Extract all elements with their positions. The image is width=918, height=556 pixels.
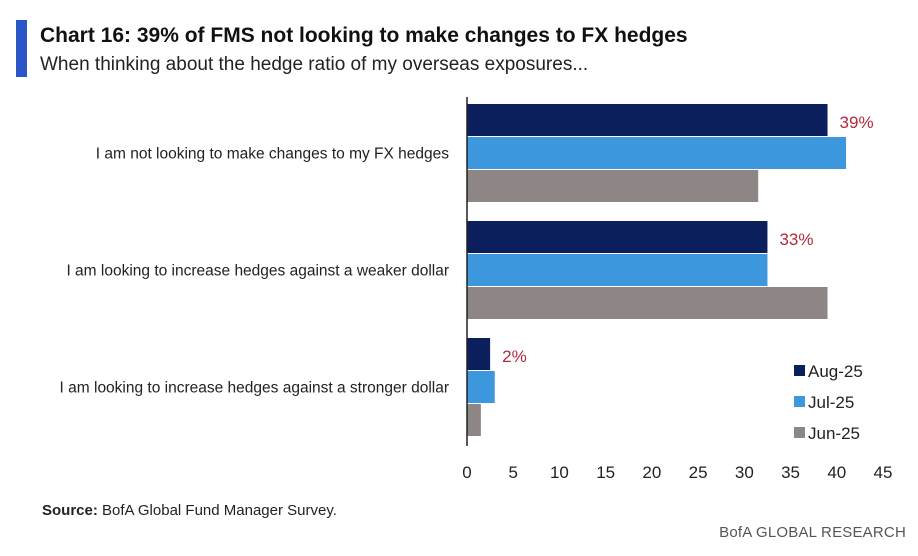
x-tick-label: 0 xyxy=(462,463,471,482)
x-tick-label: 30 xyxy=(735,463,754,482)
x-tick-label: 10 xyxy=(550,463,569,482)
data-label: 2% xyxy=(502,347,527,366)
legend-label: Jul-25 xyxy=(808,393,854,412)
bar-aug-25-cat2 xyxy=(467,221,768,253)
bar-aug-25-cat1 xyxy=(467,104,828,136)
brand-footer: BofA GLOBAL RESEARCH xyxy=(719,524,906,541)
bar-jun-25-cat1 xyxy=(467,170,759,202)
bar-jul-25-cat2 xyxy=(467,254,768,286)
data-label: 33% xyxy=(779,230,813,249)
source-label: Source: xyxy=(42,502,98,519)
source-note: Source: BofA Global Fund Manager Survey. xyxy=(42,502,337,519)
bar-jun-25-cat3 xyxy=(467,404,481,436)
category-label: I am looking to increase hedges against … xyxy=(60,380,449,397)
title-accent-bar xyxy=(16,20,27,77)
legend-swatch-jul-25 xyxy=(794,396,805,407)
source-text: BofA Global Fund Manager Survey. xyxy=(97,502,337,519)
x-tick-label: 5 xyxy=(508,463,517,482)
x-tick-label: 45 xyxy=(874,463,893,482)
bar-jul-25-cat1 xyxy=(467,137,847,169)
x-tick-label: 35 xyxy=(781,463,800,482)
data-label: 39% xyxy=(840,113,874,132)
category-label: I am not looking to make changes to my F… xyxy=(96,146,449,163)
bar-jun-25-cat2 xyxy=(467,287,828,319)
x-tick-label: 40 xyxy=(827,463,846,482)
bar-jul-25-cat3 xyxy=(467,371,495,403)
category-label: I am looking to increase hedges against … xyxy=(66,263,449,280)
legend-swatch-jun-25 xyxy=(794,427,805,438)
legend-swatch-aug-25 xyxy=(794,365,805,376)
legend-label: Jun-25 xyxy=(808,424,860,443)
chart-title: Chart 16: 39% of FMS not looking to make… xyxy=(40,24,688,47)
x-tick-label: 15 xyxy=(596,463,615,482)
bar-aug-25-cat3 xyxy=(467,338,491,370)
chart-subtitle: When thinking about the hedge ratio of m… xyxy=(40,54,589,75)
x-tick-label: 20 xyxy=(642,463,661,482)
legend-label: Aug-25 xyxy=(808,362,863,381)
x-tick-label: 25 xyxy=(689,463,708,482)
